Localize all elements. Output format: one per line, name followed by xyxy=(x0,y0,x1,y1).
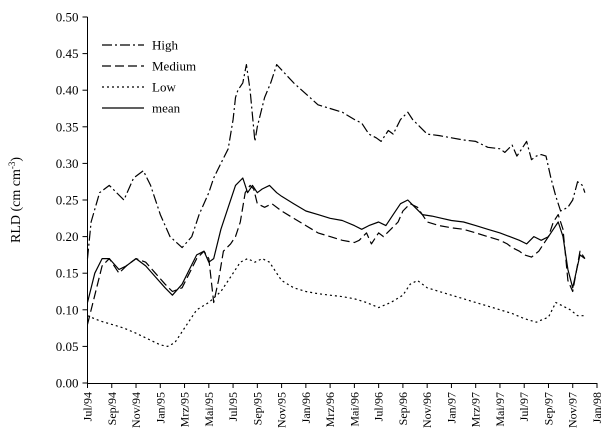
x-tick-label: Nov/95 xyxy=(275,392,289,428)
x-tick-label: Jan/98 xyxy=(590,392,602,423)
y-axis-title: RLD (cm cm-3) xyxy=(7,157,24,243)
x-tick-label: Mai/96 xyxy=(347,392,361,427)
y-tick-label: 0.20 xyxy=(56,229,79,244)
x-tick-label: Jan/95 xyxy=(153,392,167,423)
legend-label-mean: mean xyxy=(152,101,181,116)
y-tick-label: 0.10 xyxy=(56,302,79,317)
x-tick-label: Mrz/95 xyxy=(178,392,192,427)
y-tick-label: 0.45 xyxy=(56,46,79,61)
x-tick-label: Sep/94 xyxy=(105,392,119,425)
y-tick-label: 0.40 xyxy=(56,83,79,98)
x-tick-label: Sep/96 xyxy=(396,392,410,425)
x-tick-label: Nov/96 xyxy=(420,392,434,428)
y-axis-ticks: 0.00 0.05 0.10 0.15 0.20 0.25 0.30 0.35 0.40 0.45… xyxy=(56,10,88,391)
y-tick-label: 0.30 xyxy=(56,156,79,171)
y-tick-label: 0.35 xyxy=(56,119,79,134)
legend-label-low: Low xyxy=(152,80,176,95)
x-tick-label: Sep/95 xyxy=(250,392,264,425)
y-tick-label: 0.25 xyxy=(56,193,79,208)
x-tick-label: Nov/94 xyxy=(129,392,143,428)
y-tick-label: 0.15 xyxy=(56,266,79,281)
x-tick-label: Sep/97 xyxy=(541,392,555,425)
legend-label-medium: Medium xyxy=(152,59,196,74)
x-tick-label: Jan/96 xyxy=(299,392,313,423)
y-axis-title-close: ) xyxy=(9,157,24,162)
series-line-high xyxy=(86,63,586,259)
x-tick-label: Mai/95 xyxy=(202,392,216,427)
series-line-low xyxy=(87,258,585,347)
x-tick-label: Jul/96 xyxy=(372,392,386,421)
y-tick-label: 0.00 xyxy=(56,376,79,391)
y-tick-label: 0.50 xyxy=(56,10,79,25)
x-tick-label: Jan/97 xyxy=(444,392,458,423)
x-tick-label: Mrz/97 xyxy=(469,392,483,427)
legend-label-high: High xyxy=(152,38,179,53)
x-tick-label: Jul/97 xyxy=(517,392,531,421)
x-tick-label: Jul/94 xyxy=(81,392,95,421)
series-line-medium xyxy=(86,184,586,325)
x-tick-label: Jul/95 xyxy=(226,392,240,421)
x-axis-ticks: Jul/94 Sep/94 Nov/94 Jan/95 Mrz/95 Mai/95 Jul/… xyxy=(81,383,602,428)
series-line-mean xyxy=(86,177,586,303)
legend: High Medium Low mean xyxy=(102,38,196,116)
y-tick-label: 0.05 xyxy=(56,339,79,354)
series-lines xyxy=(86,63,586,347)
x-tick-label: Mrz/96 xyxy=(323,392,337,427)
y-axis-title-text: RLD (cm cm xyxy=(9,169,24,243)
plot-area: 0.00 0.05 0.10 0.15 0.20 0.25 0.30 0.35 0.40 0.45… xyxy=(56,10,602,429)
x-tick-label: Nov/97 xyxy=(566,392,580,428)
y-axis-title-superscript: -3 xyxy=(7,161,17,169)
x-tick-label: Mai/97 xyxy=(493,392,507,427)
